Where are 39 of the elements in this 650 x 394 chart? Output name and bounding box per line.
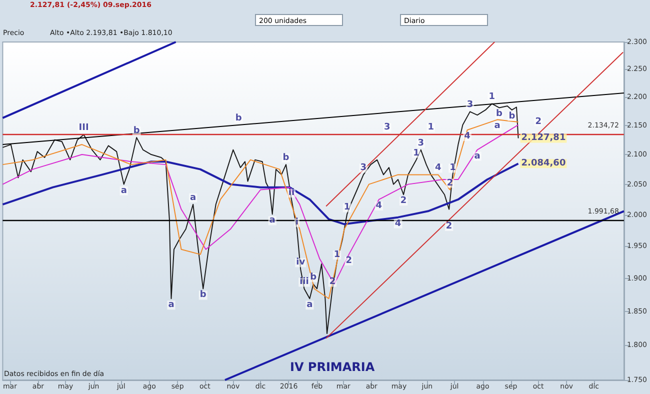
annotation: b	[282, 153, 290, 164]
annotation: 2	[400, 196, 407, 206]
annotation: 2	[535, 116, 542, 127]
annotation: 4	[376, 200, 382, 211]
annotation: b	[235, 113, 242, 124]
annotation: iii	[300, 277, 309, 288]
annotation: b	[310, 272, 318, 283]
annotation: 1	[344, 202, 350, 213]
annotation: b	[496, 109, 503, 120]
annotation: 3	[360, 163, 367, 174]
annotation: 4	[394, 218, 402, 229]
annotation: IV PRIMARIA	[290, 360, 375, 374]
annotation: 3	[418, 138, 424, 148]
annotation: III	[78, 123, 89, 134]
annotation: a	[120, 186, 127, 196]
annotation: 1	[428, 122, 434, 133]
annotation: 4	[464, 132, 470, 142]
annotation: 1	[334, 250, 340, 260]
annotation: 2	[446, 222, 452, 232]
annotation: 2	[346, 256, 352, 266]
annotation: b	[508, 111, 516, 122]
annotation: a	[494, 121, 500, 132]
annotation: 4	[435, 163, 442, 174]
annotation: 2	[329, 277, 336, 288]
annotation: 2.127,81	[521, 133, 566, 144]
annotation: i	[295, 218, 298, 228]
annotation: iv	[296, 258, 306, 268]
annotation: b	[200, 290, 207, 300]
annotation: a	[190, 192, 196, 203]
annotation: a	[306, 300, 313, 310]
annotation: 1	[413, 148, 420, 158]
annotation: a	[168, 300, 174, 310]
annotation: 2	[446, 178, 454, 188]
annotation: ii	[288, 188, 295, 198]
annotation: 2.084,60	[521, 158, 566, 169]
annotation: 1	[488, 92, 496, 102]
annotation: a	[474, 151, 480, 162]
annotation: 3	[384, 122, 390, 133]
annotation: 1	[450, 163, 456, 174]
